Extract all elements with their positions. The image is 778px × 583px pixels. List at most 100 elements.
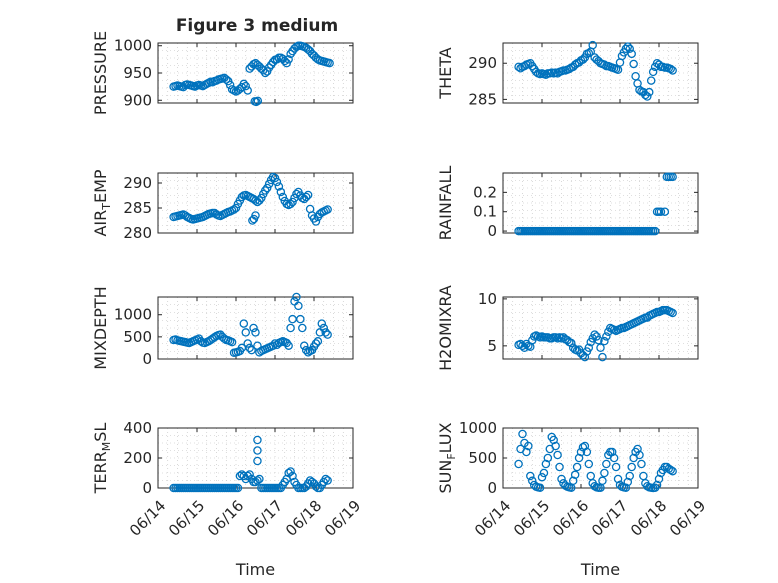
y-axis-title: PRESSURE <box>91 31 110 115</box>
data-point <box>288 197 297 207</box>
data-point <box>668 66 677 75</box>
y-tick-label: 285 <box>123 199 152 217</box>
data-point <box>668 172 677 182</box>
data-point <box>514 459 523 469</box>
data-point <box>313 337 323 346</box>
axes-box <box>502 296 699 360</box>
data-point <box>245 64 254 73</box>
data-point <box>576 447 586 457</box>
data-point <box>637 459 646 469</box>
axes-box <box>157 172 354 234</box>
data-point <box>260 186 270 195</box>
data-point <box>255 474 264 484</box>
data-point <box>245 470 254 479</box>
data-point <box>660 207 670 216</box>
data-point <box>621 44 631 54</box>
data-point <box>528 476 537 486</box>
data-point <box>594 335 603 345</box>
x-tick-label: 06/19 <box>666 497 709 540</box>
data-point <box>233 483 243 493</box>
data-point <box>607 447 617 457</box>
data-point <box>526 471 535 481</box>
x-tick-label: 06/14 <box>126 497 169 540</box>
data-point <box>541 70 551 80</box>
y-axis-title: RAINFALL <box>436 166 455 241</box>
data-point <box>623 42 633 51</box>
data-point <box>625 44 635 54</box>
x-tick-label: 06/15 <box>510 497 553 540</box>
data-point <box>272 177 282 187</box>
data-point <box>245 343 254 353</box>
data-point <box>580 352 590 362</box>
x-tick-label: 06/18 <box>627 497 670 540</box>
data-point <box>543 453 553 463</box>
data-point <box>227 337 237 347</box>
data-point <box>580 441 590 451</box>
x-tick-label: 06/17 <box>243 497 286 540</box>
data-point <box>325 58 334 68</box>
data-point <box>648 67 658 77</box>
data-point <box>321 328 330 337</box>
data-point <box>260 68 270 78</box>
data-point <box>557 474 566 484</box>
data-point <box>590 330 599 339</box>
data-point <box>270 339 280 348</box>
data-point <box>231 203 241 213</box>
data-point <box>535 483 545 492</box>
data-point <box>656 207 666 216</box>
data-point <box>274 182 284 191</box>
data-point <box>609 453 619 463</box>
data-point <box>253 456 262 466</box>
data-point <box>221 75 231 84</box>
data-point <box>582 447 592 457</box>
y-axis-title: THETA <box>436 47 455 99</box>
data-point <box>241 81 250 91</box>
data-point <box>284 55 293 64</box>
axes-box <box>502 42 699 104</box>
data-point <box>551 441 560 451</box>
data-point <box>625 471 635 481</box>
data-point <box>539 468 549 478</box>
y-tick-label: 900 <box>123 91 152 109</box>
data-point <box>299 341 309 350</box>
data-point <box>301 192 311 202</box>
data-point <box>272 55 282 64</box>
y-tick-label: 950 <box>123 64 152 82</box>
data-point <box>643 92 652 101</box>
data-point <box>584 459 594 469</box>
data-point <box>578 55 588 64</box>
y-tick-label: 0 <box>142 479 152 497</box>
axes-box <box>502 172 699 234</box>
data-point <box>631 72 640 81</box>
data-point <box>621 483 631 492</box>
data-point <box>311 482 321 491</box>
data-point <box>292 292 301 302</box>
data-point <box>292 189 301 199</box>
data-point <box>633 444 642 454</box>
data-point <box>317 319 327 328</box>
data-point <box>537 472 547 482</box>
data-point <box>252 97 261 107</box>
data-point <box>243 86 252 95</box>
data-point <box>286 467 295 476</box>
y-tick-label: 290 <box>468 54 497 72</box>
data-point <box>239 319 249 328</box>
x-tick-label: 06/16 <box>204 497 247 540</box>
x-tick-label: 06/15 <box>165 497 208 540</box>
y-axis-title: MIXDEPTH <box>91 286 110 369</box>
data-point <box>262 183 272 193</box>
y-axis-title: AIRTEMP <box>91 169 113 236</box>
subplot-4: 00.1 0.2 RAINFALL <box>436 166 699 241</box>
y-tick-label: 500 <box>123 328 152 346</box>
data-point <box>567 338 576 348</box>
data-point <box>668 308 677 318</box>
data-point <box>311 339 321 348</box>
data-point <box>596 343 605 352</box>
data-point <box>270 173 280 183</box>
y-axis-title: H2OMIXRA <box>436 285 455 371</box>
data-point <box>311 217 321 226</box>
y-tick-label: 200 <box>123 449 152 467</box>
data-point <box>298 323 307 333</box>
